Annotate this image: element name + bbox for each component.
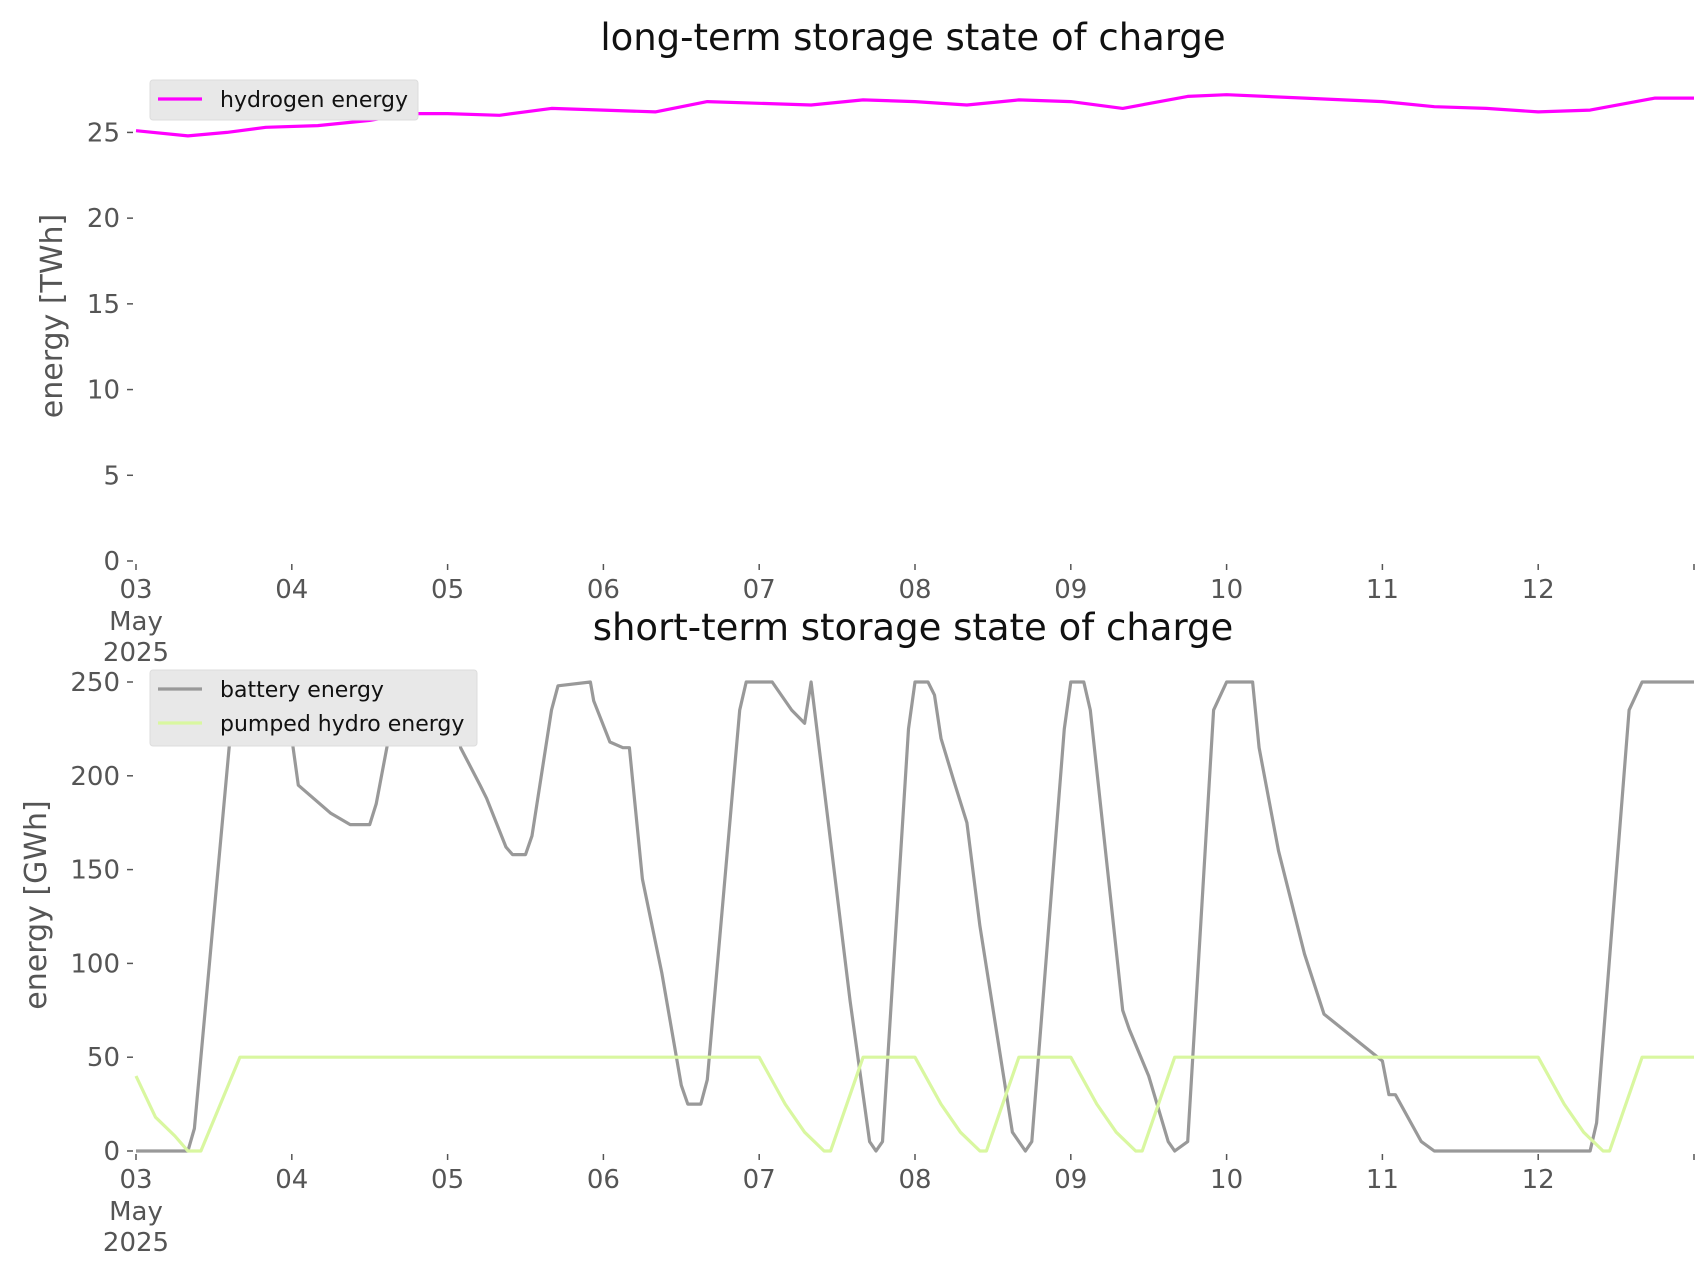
- x-tick-label: 07: [743, 1165, 776, 1195]
- y-tick-label: 0: [103, 547, 120, 577]
- legend-box: [149, 669, 478, 747]
- chart-title: short-term storage state of charge: [593, 606, 1234, 649]
- x-tick-label: 05: [431, 575, 464, 605]
- x-tick-label: 11: [1366, 575, 1399, 605]
- x-tick-label: 08: [898, 575, 931, 605]
- y-axis-label: energy [GWh]: [19, 800, 54, 1009]
- x-tick-label: 12: [1522, 575, 1555, 605]
- legend: hydrogen energy: [149, 79, 419, 121]
- y-tick-label: 250: [70, 668, 120, 698]
- x-tick-label: 10: [1210, 1165, 1243, 1195]
- x-tick-label: 09: [1054, 1165, 1087, 1195]
- chart-title: long-term storage state of charge: [600, 16, 1225, 59]
- x-tick-label: 06: [587, 1165, 620, 1195]
- x-tick-label: 04: [275, 575, 308, 605]
- x-tick-sublabel: May: [109, 1197, 163, 1227]
- y-tick-label: 25: [87, 118, 120, 148]
- y-tick-label: 10: [87, 376, 120, 406]
- legend-label: pumped hydro energy: [220, 712, 464, 737]
- legend-label: battery energy: [220, 678, 384, 703]
- x-tick-label: 08: [898, 1165, 931, 1195]
- x-tick-label: 09: [1054, 575, 1087, 605]
- long-term-chart: long-term storage state of charge energy…: [35, 16, 1695, 668]
- short-term-chart: short-term storage state of charge energ…: [19, 606, 1695, 1258]
- x-tick-sublabel: May: [109, 607, 163, 637]
- x-tick-label: 05: [431, 1165, 464, 1195]
- legend-label: hydrogen energy: [220, 88, 408, 113]
- x-tick-label: 04: [275, 1165, 308, 1195]
- x-tick-label: 11: [1366, 1165, 1399, 1195]
- legend: battery energy pumped hydro energy: [149, 669, 478, 747]
- x-tick-sublabel: 2025: [103, 1228, 169, 1258]
- x-tick-label: 03: [119, 575, 152, 605]
- x-tick-label: 03: [119, 1165, 152, 1195]
- x-tick-label: 06: [587, 575, 620, 605]
- y-tick-label: 0: [103, 1137, 120, 1167]
- legend-box: [149, 79, 419, 121]
- x-tick-label: 12: [1522, 1165, 1555, 1195]
- y-tick-label: 50: [87, 1043, 120, 1073]
- y-tick-label: 15: [87, 290, 120, 320]
- series-line-battery-energy: [136, 680, 1694, 1153]
- x-tick-label: 07: [743, 575, 776, 605]
- series-line-pumped-hydro-energy: [134, 1055, 1694, 1153]
- y-tick-label: 20: [87, 204, 120, 234]
- y-tick-label: 100: [70, 949, 120, 979]
- y-axis-label: energy [TWh]: [35, 214, 70, 418]
- y-tick-label: 5: [103, 461, 120, 491]
- y-tick-label: 150: [70, 856, 120, 886]
- y-tick-label: 200: [70, 762, 120, 792]
- x-tick-sublabel: 2025: [103, 638, 169, 668]
- x-tick-label: 10: [1210, 575, 1243, 605]
